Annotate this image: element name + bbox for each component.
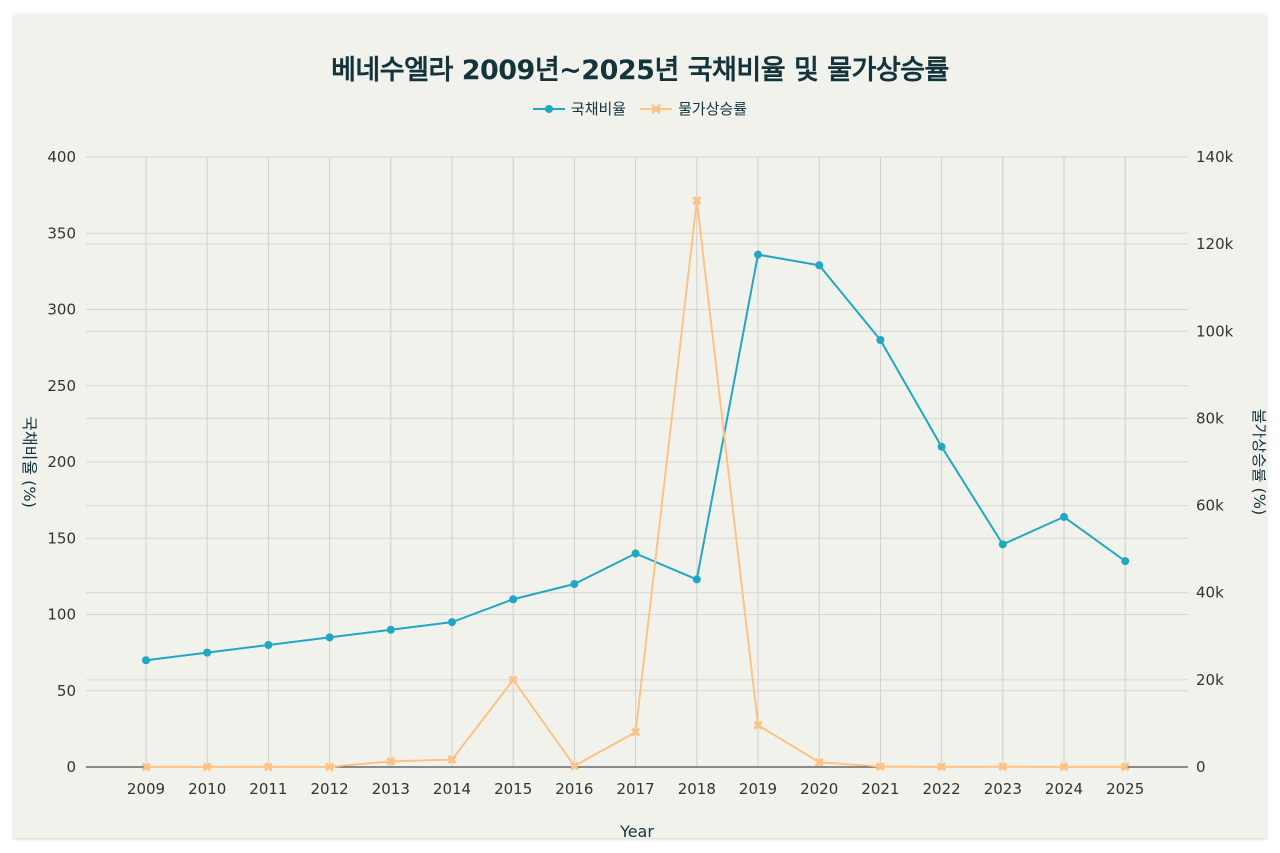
legend: 국채비율 물가상승률	[14, 98, 1266, 119]
data-point-debt	[142, 656, 150, 665]
data-point-debt	[325, 633, 334, 642]
data-point-debt	[692, 575, 701, 584]
data-point-inflation	[141, 762, 151, 772]
line-chart: 0 50 100 150 200 250 300 350 400 0 20k 40k 60k 80k 100…	[20, 148, 1266, 838]
data-point-inflation	[386, 756, 396, 766]
x-tick-label: 2023	[984, 780, 1022, 798]
y-right-tick-label: 0	[1196, 758, 1206, 776]
data-point-debt	[876, 336, 885, 344]
legend-item-debt[interactable]: 국채비율	[532, 98, 627, 119]
data-point-debt	[509, 595, 518, 604]
y-left-tick-label: 0	[66, 758, 76, 776]
x-tick-label: 2019	[739, 780, 777, 798]
data-point-inflation	[1059, 762, 1069, 772]
x-tick-label: 2024	[1045, 780, 1083, 798]
y-right-axis-title: 물가상승률 (%)	[1250, 409, 1266, 515]
data-point-debt	[570, 580, 579, 588]
chart-card: 베네수엘라 2009년~2025년 국채비율 및 물가상승률 국채비율 물가상승…	[14, 14, 1266, 838]
data-point-inflation	[569, 761, 579, 771]
y-right-tick-label: 20k	[1196, 671, 1224, 689]
legend-label-inflation: 물가상승률	[678, 100, 748, 118]
data-point-inflation	[631, 727, 641, 737]
x-tick-label: 2012	[311, 780, 349, 798]
data-point-debt	[203, 648, 212, 657]
y-left-tick-label: 50	[57, 682, 76, 700]
data-point-inflation	[1120, 762, 1130, 772]
legend-swatch-debt	[532, 104, 565, 113]
y-right-tick-label: 80k	[1196, 409, 1224, 427]
x-tick-label: 2011	[249, 780, 287, 798]
x-tick-label: 2021	[861, 780, 899, 798]
x-tick-label: 2017	[617, 780, 655, 798]
y-left-axis-title: 국채비율 (%)	[20, 416, 39, 508]
x-tick-label: 2016	[555, 780, 593, 798]
data-point-inflation	[937, 762, 947, 772]
x-axis-title: Year	[619, 822, 654, 838]
y-right-tick-label: 60k	[1196, 497, 1224, 515]
data-point-inflation	[263, 762, 273, 772]
chart-title: 베네수엘라 2009년~2025년 국채비율 및 물가상승률	[331, 55, 949, 86]
data-point-debt	[937, 442, 946, 451]
y-left-tick-label: 400	[47, 148, 76, 166]
data-point-inflation	[998, 762, 1008, 772]
data-point-inflation	[447, 755, 457, 765]
data-point-debt	[264, 641, 273, 649]
data-point-inflation	[692, 196, 702, 206]
data-point-inflation	[875, 762, 885, 772]
x-tick-label: 2020	[800, 780, 838, 798]
x-tick-label: 2015	[494, 780, 532, 798]
data-point-debt	[386, 625, 395, 634]
y-left-tick-label: 100	[47, 606, 76, 624]
x-tick-label: 2010	[188, 780, 226, 798]
y-right-tick-label: 40k	[1196, 584, 1224, 602]
data-point-inflation	[202, 762, 212, 772]
data-point-debt	[448, 618, 456, 627]
data-point-debt	[1121, 557, 1130, 566]
y-left-tick-label: 250	[47, 377, 76, 395]
x-tick-label: 2018	[678, 780, 716, 798]
y-right-tick-label: 140k	[1196, 148, 1234, 166]
x-tick-label: 2025	[1106, 780, 1144, 798]
data-point-inflation	[753, 720, 763, 730]
x-tick-label: 2014	[433, 780, 471, 798]
data-point-inflation	[814, 757, 824, 767]
data-point-debt	[631, 549, 640, 558]
y-right-tick-label: 100k	[1196, 322, 1234, 340]
data-point-inflation	[325, 762, 335, 772]
y-right-tick-label: 120k	[1196, 235, 1234, 253]
legend-item-inflation[interactable]: 물가상승률	[640, 98, 747, 119]
data-point-debt	[815, 261, 824, 270]
x-tick-label: 2022	[923, 780, 961, 798]
data-point-debt	[998, 540, 1007, 549]
data-point-inflation	[508, 675, 518, 685]
data-point-debt	[754, 250, 762, 259]
y-left-tick-label: 300	[47, 301, 76, 319]
y-left-tick-label: 350	[47, 224, 76, 242]
x-tick-label: 2013	[372, 780, 410, 798]
y-left-tick-label: 200	[47, 453, 76, 471]
legend-swatch-inflation	[640, 103, 673, 114]
data-point-debt	[1060, 512, 1068, 521]
y-left-tick-label: 150	[47, 529, 76, 547]
x-tick-label: 2009	[127, 780, 165, 798]
legend-label-debt: 국채비율	[570, 100, 627, 118]
